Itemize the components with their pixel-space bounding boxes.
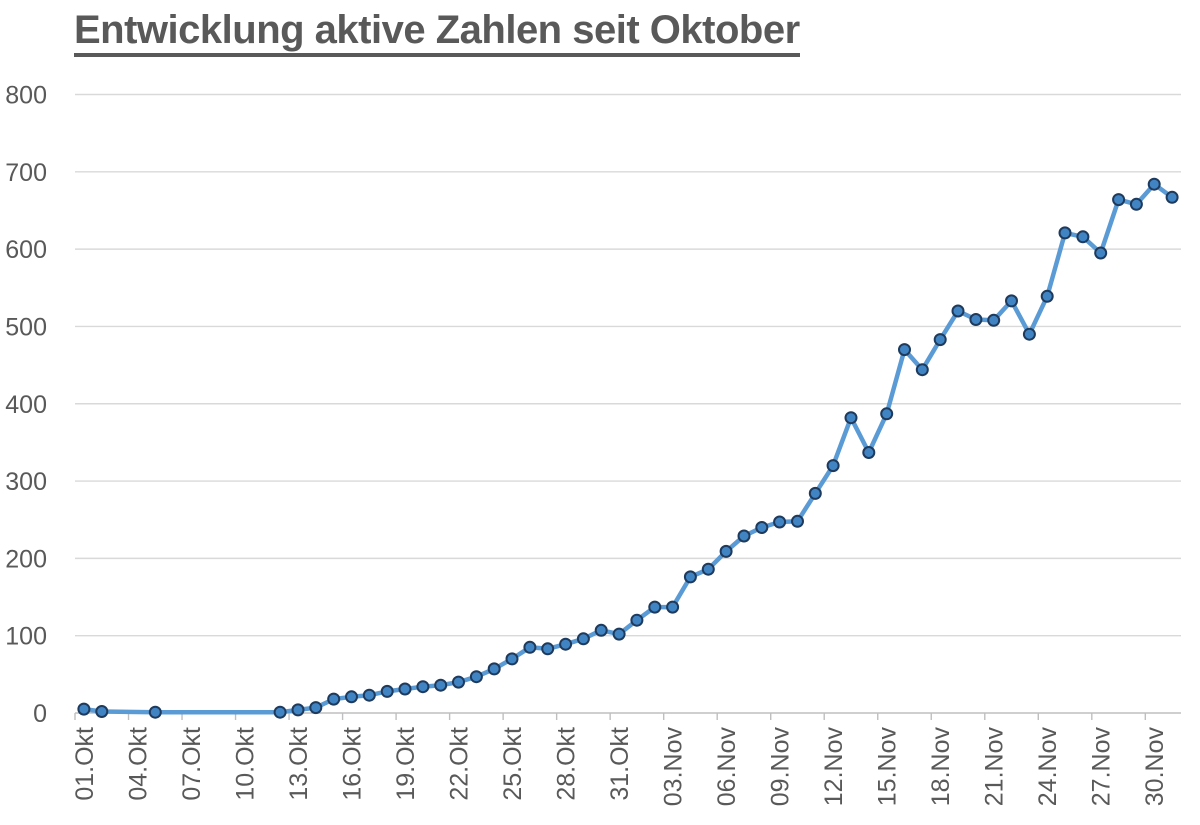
data-point: [666, 600, 680, 614]
y-axis-label: 0: [33, 700, 47, 728]
x-axis-label: 19.Okt: [392, 727, 420, 801]
data-point: [380, 684, 394, 698]
data-point: [683, 570, 697, 584]
x-axis-label: 30.Nov: [1141, 727, 1169, 807]
x-axis-label: 12.Nov: [820, 727, 848, 807]
data-point: [1147, 177, 1161, 191]
series-line: [81, 181, 1175, 715]
data-point: [95, 705, 109, 718]
data-point: [826, 459, 840, 473]
data-point: [398, 682, 412, 696]
data-point: [345, 690, 358, 704]
data-point: [541, 642, 555, 656]
y-axis-label: 100: [5, 623, 47, 651]
data-point: [612, 627, 626, 641]
x-axis-label: 04.Okt: [124, 727, 152, 801]
x-axis-label: 18.Nov: [927, 727, 955, 807]
data-point: [630, 613, 644, 627]
x-axis-label: 07.Okt: [178, 727, 206, 801]
data-point: [416, 680, 430, 694]
x-axis-label: 27.Nov: [1088, 727, 1116, 807]
x-axis-label: 03.Nov: [660, 727, 688, 807]
x-axis-label: 22.Okt: [446, 727, 474, 801]
x-axis-label: 13.Okt: [285, 727, 313, 801]
data-point: [487, 662, 501, 676]
y-axis-label: 300: [5, 468, 47, 496]
x-axis-label: 01.Okt: [71, 727, 99, 801]
data-point: [755, 521, 769, 534]
data-point: [77, 702, 91, 716]
data-point: [1165, 190, 1179, 204]
data-point: [1005, 294, 1018, 308]
data-point: [1076, 230, 1090, 244]
y-axis-label: 700: [5, 159, 47, 187]
data-point: [987, 313, 1001, 327]
data-point: [273, 705, 287, 719]
y-axis-label: 400: [5, 391, 47, 419]
data-point: [559, 637, 573, 651]
x-axis-label: 06.Nov: [713, 727, 741, 807]
chart-title: Entwicklung aktive Zahlen seit Oktober: [74, 8, 800, 57]
data-point: [844, 411, 858, 425]
data-point: [737, 529, 751, 543]
x-axis-label: 25.Okt: [499, 727, 527, 801]
data-point: [648, 600, 662, 614]
x-axis-label: 31.Okt: [606, 727, 634, 801]
data-point: [452, 675, 465, 689]
data-point: [1040, 289, 1054, 303]
data-point: [933, 333, 947, 347]
y-axis-label: 500: [5, 313, 47, 341]
x-axis-label: 15.Nov: [874, 727, 902, 807]
data-point: [505, 652, 519, 666]
data-point: [576, 632, 590, 646]
data-point: [969, 313, 983, 326]
x-axis-label: 09.Nov: [767, 727, 795, 807]
data-point: [309, 701, 323, 715]
data-point: [594, 623, 608, 637]
data-point: [898, 343, 911, 357]
data-point: [808, 486, 822, 500]
x-axis-label: 21.Nov: [981, 727, 1009, 807]
data-point: [773, 515, 787, 529]
x-axis-label: 28.Okt: [553, 727, 581, 801]
x-axis-label: 10.Okt: [231, 727, 259, 801]
data-point: [291, 703, 305, 717]
data-point: [362, 688, 376, 702]
x-axis-label: 16.Okt: [339, 727, 367, 801]
data-point: [327, 692, 341, 706]
data-point: [1129, 197, 1143, 211]
data-point: [469, 670, 483, 684]
data-point: [1094, 246, 1108, 260]
data-point: [791, 514, 804, 528]
x-axis-label: 24.Nov: [1034, 727, 1062, 807]
data-point: [951, 304, 965, 318]
data-point: [915, 363, 929, 377]
data-point: [1022, 327, 1036, 341]
data-point: [862, 446, 876, 459]
y-axis-label: 200: [5, 545, 47, 573]
y-axis-label: 600: [5, 236, 47, 264]
y-axis-label: 800: [5, 82, 47, 110]
data-point: [148, 705, 162, 719]
data-point: [523, 640, 537, 654]
data-point: [719, 544, 733, 558]
data-point: [880, 407, 894, 421]
data-point: [701, 562, 715, 576]
data-point: [1112, 193, 1126, 207]
data-point: [1058, 226, 1072, 240]
data-point: [434, 678, 448, 692]
